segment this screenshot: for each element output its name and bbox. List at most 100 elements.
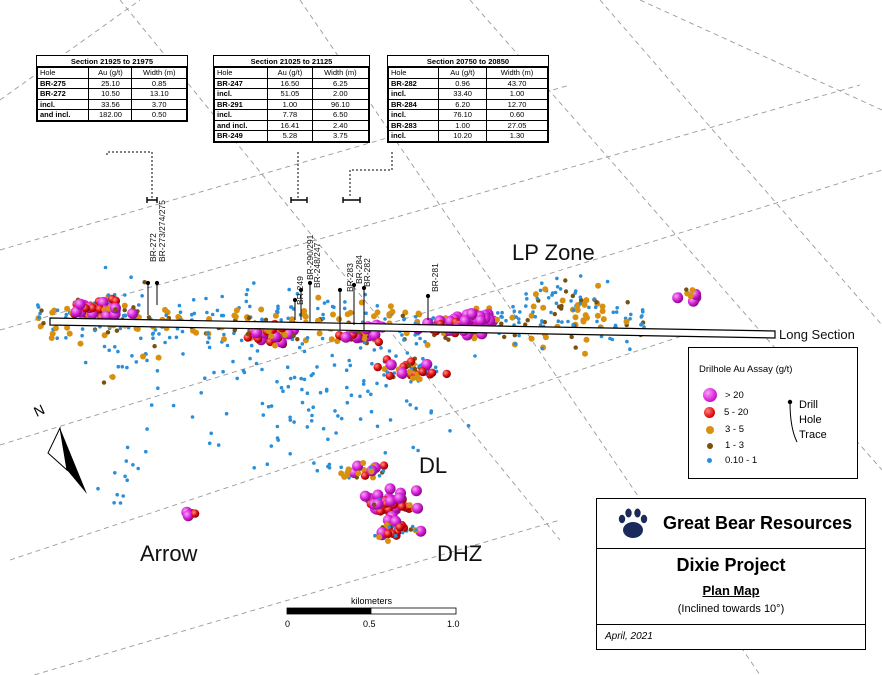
assay-point — [321, 312, 325, 317]
assay-point — [268, 333, 275, 340]
assay-point — [299, 376, 304, 381]
assay-point — [66, 330, 73, 337]
assay-point — [532, 291, 539, 298]
cell-width: 1.30 — [486, 130, 548, 142]
assay-point — [400, 333, 404, 337]
section-table-20750: Section 20750 to 20850 Hole Au (g/t) Wid… — [387, 55, 549, 143]
assay-point — [316, 330, 323, 337]
cell-au: 182.00 — [88, 109, 133, 121]
cell-hole: BR-272 — [36, 88, 90, 100]
assay-point — [538, 288, 543, 293]
assay-point — [518, 310, 522, 314]
assay-point — [410, 485, 422, 497]
assay-point — [174, 335, 179, 340]
assay-point — [316, 306, 320, 311]
assay-point — [511, 304, 515, 309]
trace-line: Hole — [799, 414, 822, 426]
assay-point — [369, 392, 373, 397]
assay-point — [276, 307, 280, 311]
magenta-dot-icon — [703, 388, 717, 402]
legend-item: 5 - 20 — [703, 407, 748, 418]
assay-point — [112, 501, 116, 505]
trace-line: Trace — [799, 429, 827, 441]
assay-point — [414, 341, 419, 346]
assay-point — [571, 308, 576, 312]
cell-hole: BR-291 — [213, 98, 269, 110]
assay-point — [552, 311, 557, 317]
assay-point — [105, 330, 111, 335]
assay-point — [121, 302, 128, 309]
assay-point — [146, 315, 152, 320]
assay-point — [348, 363, 353, 368]
cell-au: 7.78 — [267, 109, 313, 121]
assay-point — [222, 332, 226, 337]
hole-label: BR-281 — [430, 263, 440, 292]
assay-point — [219, 313, 224, 318]
assay-point — [266, 404, 271, 409]
assay-point — [358, 299, 365, 306]
assay-point — [276, 438, 281, 442]
assay-point — [530, 303, 537, 310]
orange-dot-icon — [706, 425, 714, 434]
assay-point — [402, 338, 406, 342]
assay-point — [385, 538, 391, 544]
assay-point — [570, 293, 575, 299]
assay-point — [224, 411, 229, 416]
assay-point — [502, 334, 507, 340]
assay-point — [48, 335, 55, 341]
assay-point — [109, 374, 116, 380]
assay-point — [244, 292, 249, 297]
col-au: Au (g/t) — [438, 67, 488, 79]
col-au: Au (g/t) — [267, 67, 313, 79]
assay-point — [395, 522, 405, 532]
assay-point — [124, 459, 129, 463]
grid-line — [119, 0, 561, 541]
assay-point — [358, 417, 363, 421]
assay-point — [300, 400, 305, 405]
assay-point — [372, 498, 384, 510]
assay-point — [513, 342, 517, 346]
trace-line: Drill — [799, 399, 818, 411]
assay-point — [500, 310, 504, 315]
assay-point — [289, 305, 294, 309]
assay-point — [372, 348, 377, 352]
assay-point — [347, 358, 352, 363]
assay-point — [404, 399, 409, 403]
assay-point — [306, 408, 311, 412]
assay-point — [115, 492, 119, 497]
assay-point — [205, 310, 209, 315]
assay-point — [122, 307, 127, 313]
assay-point — [142, 280, 147, 285]
assay-point — [407, 363, 412, 368]
scale-tick-0: 0 — [285, 619, 291, 629]
assay-point — [315, 294, 322, 301]
cell-hole: incl. — [36, 98, 90, 110]
assay-point — [305, 336, 310, 340]
assay-point — [396, 367, 408, 379]
assay-point — [517, 317, 521, 321]
assay-point — [276, 310, 280, 315]
cell-au: 5.28 — [267, 130, 313, 142]
assay-point — [540, 319, 544, 323]
drillhole-assay-points — [35, 265, 702, 544]
drill-hole-trace-label: Drill Hole Trace — [799, 398, 827, 443]
assay-point — [381, 469, 386, 473]
assay-point — [125, 445, 130, 450]
assay-point — [599, 303, 606, 310]
assay-point — [125, 365, 129, 370]
hole-label: BR-248/247 — [312, 242, 322, 288]
drill-collar — [298, 287, 304, 293]
assay-point — [216, 443, 221, 447]
assay-point — [374, 309, 381, 316]
assay-point — [292, 375, 297, 380]
table-row: BR-291 1.00 96.10 — [213, 98, 370, 110]
assay-point — [414, 406, 419, 411]
assay-point — [540, 346, 545, 351]
assay-point — [599, 308, 606, 315]
col-hole: Hole — [213, 67, 269, 79]
cell-width: 0.85 — [131, 77, 187, 89]
assay-point — [315, 468, 320, 473]
table-row: incl. 33.40 1.00 — [387, 88, 548, 100]
cell-hole: and incl. — [36, 109, 90, 121]
zone-label-dl: DL — [419, 453, 448, 478]
